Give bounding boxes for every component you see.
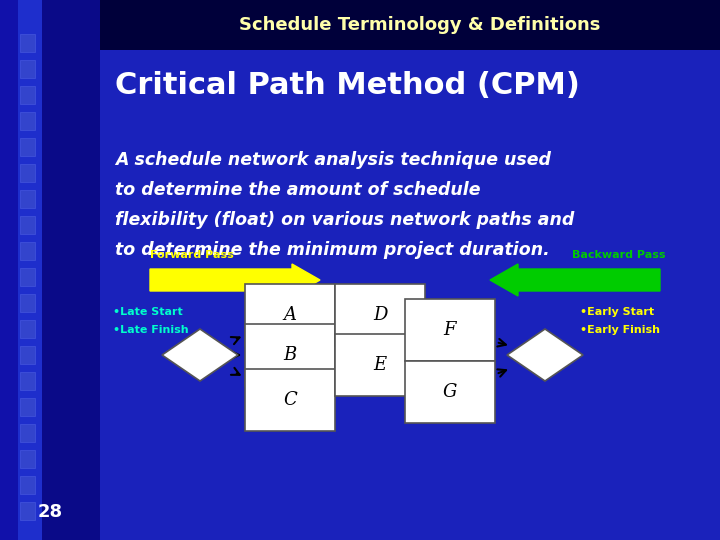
Bar: [42, 0, 100, 540]
Text: •Late Finish: •Late Finish: [113, 325, 189, 335]
Bar: [0, 0, 18, 540]
Bar: [20, 346, 35, 364]
Text: Backward Pass: Backward Pass: [572, 250, 665, 260]
Text: Forward Pass: Forward Pass: [150, 250, 234, 260]
Bar: [20, 268, 35, 286]
Text: •Early Finish: •Early Finish: [580, 325, 660, 335]
Bar: [20, 424, 35, 442]
FancyBboxPatch shape: [245, 284, 335, 346]
Bar: [100, 0, 720, 50]
Text: to determine the amount of schedule: to determine the amount of schedule: [115, 181, 480, 199]
Bar: [20, 34, 35, 52]
Bar: [20, 294, 35, 312]
Bar: [20, 502, 35, 520]
Bar: [20, 60, 35, 78]
FancyBboxPatch shape: [245, 369, 335, 431]
Bar: [20, 138, 35, 156]
FancyBboxPatch shape: [335, 334, 425, 396]
Bar: [20, 450, 35, 468]
Bar: [20, 372, 35, 390]
Text: flexibility (float) on various network paths and: flexibility (float) on various network p…: [115, 211, 575, 229]
Bar: [20, 190, 35, 208]
Text: E: E: [374, 356, 387, 374]
Text: B: B: [284, 346, 297, 364]
Bar: [20, 164, 35, 182]
Text: 28: 28: [37, 503, 63, 521]
FancyBboxPatch shape: [335, 284, 425, 346]
Text: D: D: [373, 306, 387, 324]
Bar: [20, 476, 35, 494]
Bar: [20, 320, 35, 338]
FancyBboxPatch shape: [245, 324, 335, 386]
Text: C: C: [283, 391, 297, 409]
FancyBboxPatch shape: [405, 361, 495, 423]
Text: Critical Path Method (CPM): Critical Path Method (CPM): [115, 71, 580, 99]
Bar: [20, 398, 35, 416]
Bar: [20, 216, 35, 234]
FancyArrow shape: [150, 264, 320, 296]
Bar: [20, 86, 35, 104]
Text: A schedule network analysis technique used: A schedule network analysis technique us…: [115, 151, 551, 169]
Text: G: G: [443, 383, 457, 401]
Bar: [20, 242, 35, 260]
Text: to determine the minimum project duration.: to determine the minimum project duratio…: [115, 241, 550, 259]
Bar: [20, 112, 35, 130]
Text: A: A: [284, 306, 297, 324]
Bar: [0, 0, 100, 540]
FancyBboxPatch shape: [405, 299, 495, 361]
FancyArrow shape: [490, 264, 660, 296]
Text: •Early Start: •Early Start: [580, 307, 654, 317]
Text: F: F: [444, 321, 456, 339]
Text: •Late Start: •Late Start: [113, 307, 183, 317]
Polygon shape: [507, 329, 583, 381]
Text: Schedule Terminology & Definitions: Schedule Terminology & Definitions: [239, 16, 600, 34]
Polygon shape: [162, 329, 238, 381]
